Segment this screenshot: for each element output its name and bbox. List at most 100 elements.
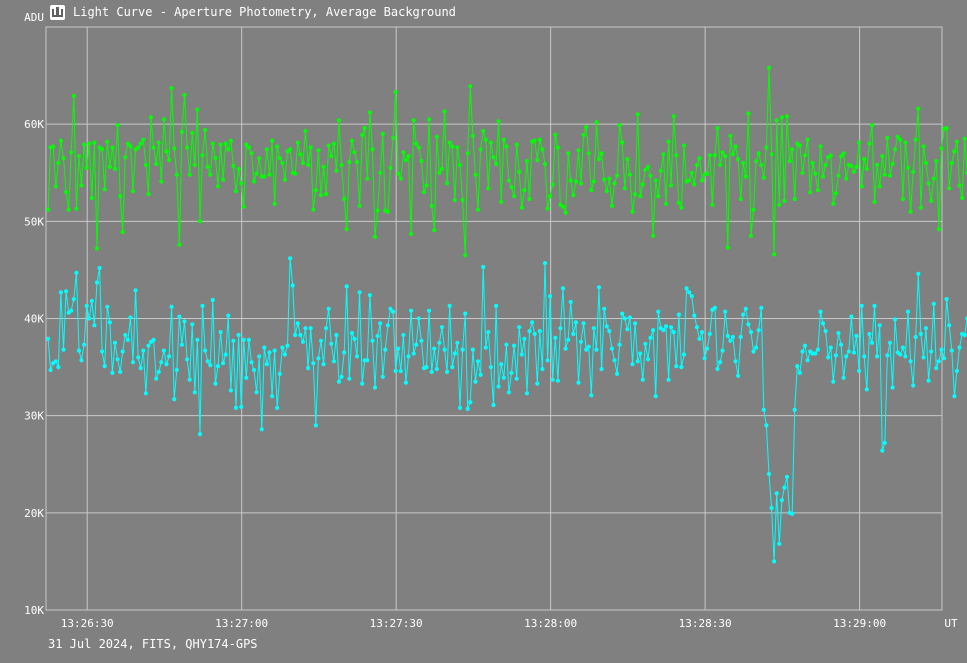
data-point (511, 343, 517, 348)
data-point (916, 106, 921, 111)
data-point (380, 374, 385, 379)
data-point (620, 311, 625, 316)
data-point (64, 289, 69, 294)
data-point (923, 160, 929, 166)
data-point (118, 194, 123, 199)
data-point (524, 159, 530, 164)
data-point (522, 336, 527, 341)
data-point (342, 350, 347, 355)
data-point (450, 365, 455, 370)
data-point (179, 342, 184, 347)
data-point (882, 440, 887, 445)
data-point (522, 188, 527, 193)
data-point (635, 359, 640, 364)
data-point (854, 164, 859, 169)
data-point (859, 303, 864, 308)
data-point (815, 188, 821, 193)
data-point (818, 309, 823, 314)
data-point (622, 186, 627, 191)
data-point (290, 283, 295, 288)
data-point (790, 147, 795, 152)
data-point (509, 185, 514, 190)
data-point (656, 194, 661, 199)
data-point (249, 360, 254, 365)
x-tick-label: 13:28:00 (524, 617, 577, 630)
data-point (334, 168, 339, 173)
data-point (957, 345, 962, 350)
data-point (460, 197, 465, 203)
data-point (372, 234, 378, 239)
data-point (841, 375, 846, 380)
data-point (761, 407, 766, 412)
data-point (496, 119, 501, 124)
data-point (306, 162, 311, 168)
data-point (321, 164, 326, 169)
data-point (76, 348, 82, 353)
data-point (308, 145, 313, 150)
data-point (772, 559, 777, 564)
data-point (900, 196, 906, 202)
data-point (820, 321, 826, 326)
data-point (84, 165, 89, 170)
data-point (591, 179, 597, 184)
data-point (349, 138, 354, 143)
data-point (779, 498, 785, 503)
data-point (885, 135, 890, 140)
data-point (728, 133, 733, 138)
data-point (645, 164, 651, 169)
data-point (934, 366, 939, 371)
data-point (396, 171, 401, 176)
x-axis-label: UT (944, 617, 958, 630)
data-point (465, 406, 470, 411)
data-point (550, 182, 555, 187)
data-point (218, 330, 223, 335)
data-point (898, 352, 903, 357)
data-point (494, 303, 499, 308)
data-point (463, 253, 468, 258)
data-point (367, 293, 372, 298)
data-point (591, 326, 597, 331)
data-point (270, 138, 275, 143)
data-point (689, 170, 694, 175)
data-point (939, 347, 944, 352)
data-point (890, 161, 895, 167)
data-point (403, 158, 408, 163)
data-point (195, 337, 200, 342)
data-point (952, 149, 957, 154)
data-point (192, 390, 197, 395)
data-point (378, 170, 383, 175)
data-point (365, 358, 370, 363)
data-point (766, 65, 772, 70)
data-point (764, 145, 769, 150)
data-point (239, 181, 244, 186)
data-point (548, 294, 553, 299)
light-curve-app-icon[interactable] (50, 4, 65, 20)
data-point (347, 376, 352, 381)
data-point (540, 366, 545, 372)
data-point (499, 199, 504, 204)
data-point (308, 326, 313, 331)
data-point (615, 371, 620, 376)
data-point (602, 306, 607, 311)
data-point (401, 332, 406, 338)
data-point (846, 349, 851, 354)
data-point (869, 340, 875, 345)
data-point (187, 377, 192, 382)
data-point (596, 157, 602, 162)
data-point (627, 172, 633, 177)
data-point (514, 376, 519, 381)
data-point (962, 136, 967, 141)
data-point (241, 204, 246, 209)
data-point (488, 140, 493, 145)
data-point (942, 356, 947, 361)
data-point (676, 312, 682, 317)
data-point (609, 203, 615, 208)
data-point (241, 337, 246, 342)
data-point (949, 348, 954, 353)
data-point (875, 354, 880, 359)
x-tick-label: 13:29:00 (833, 617, 886, 630)
data-point (527, 196, 532, 202)
data-point (357, 290, 362, 295)
data-point (483, 345, 488, 350)
data-point (679, 205, 684, 210)
